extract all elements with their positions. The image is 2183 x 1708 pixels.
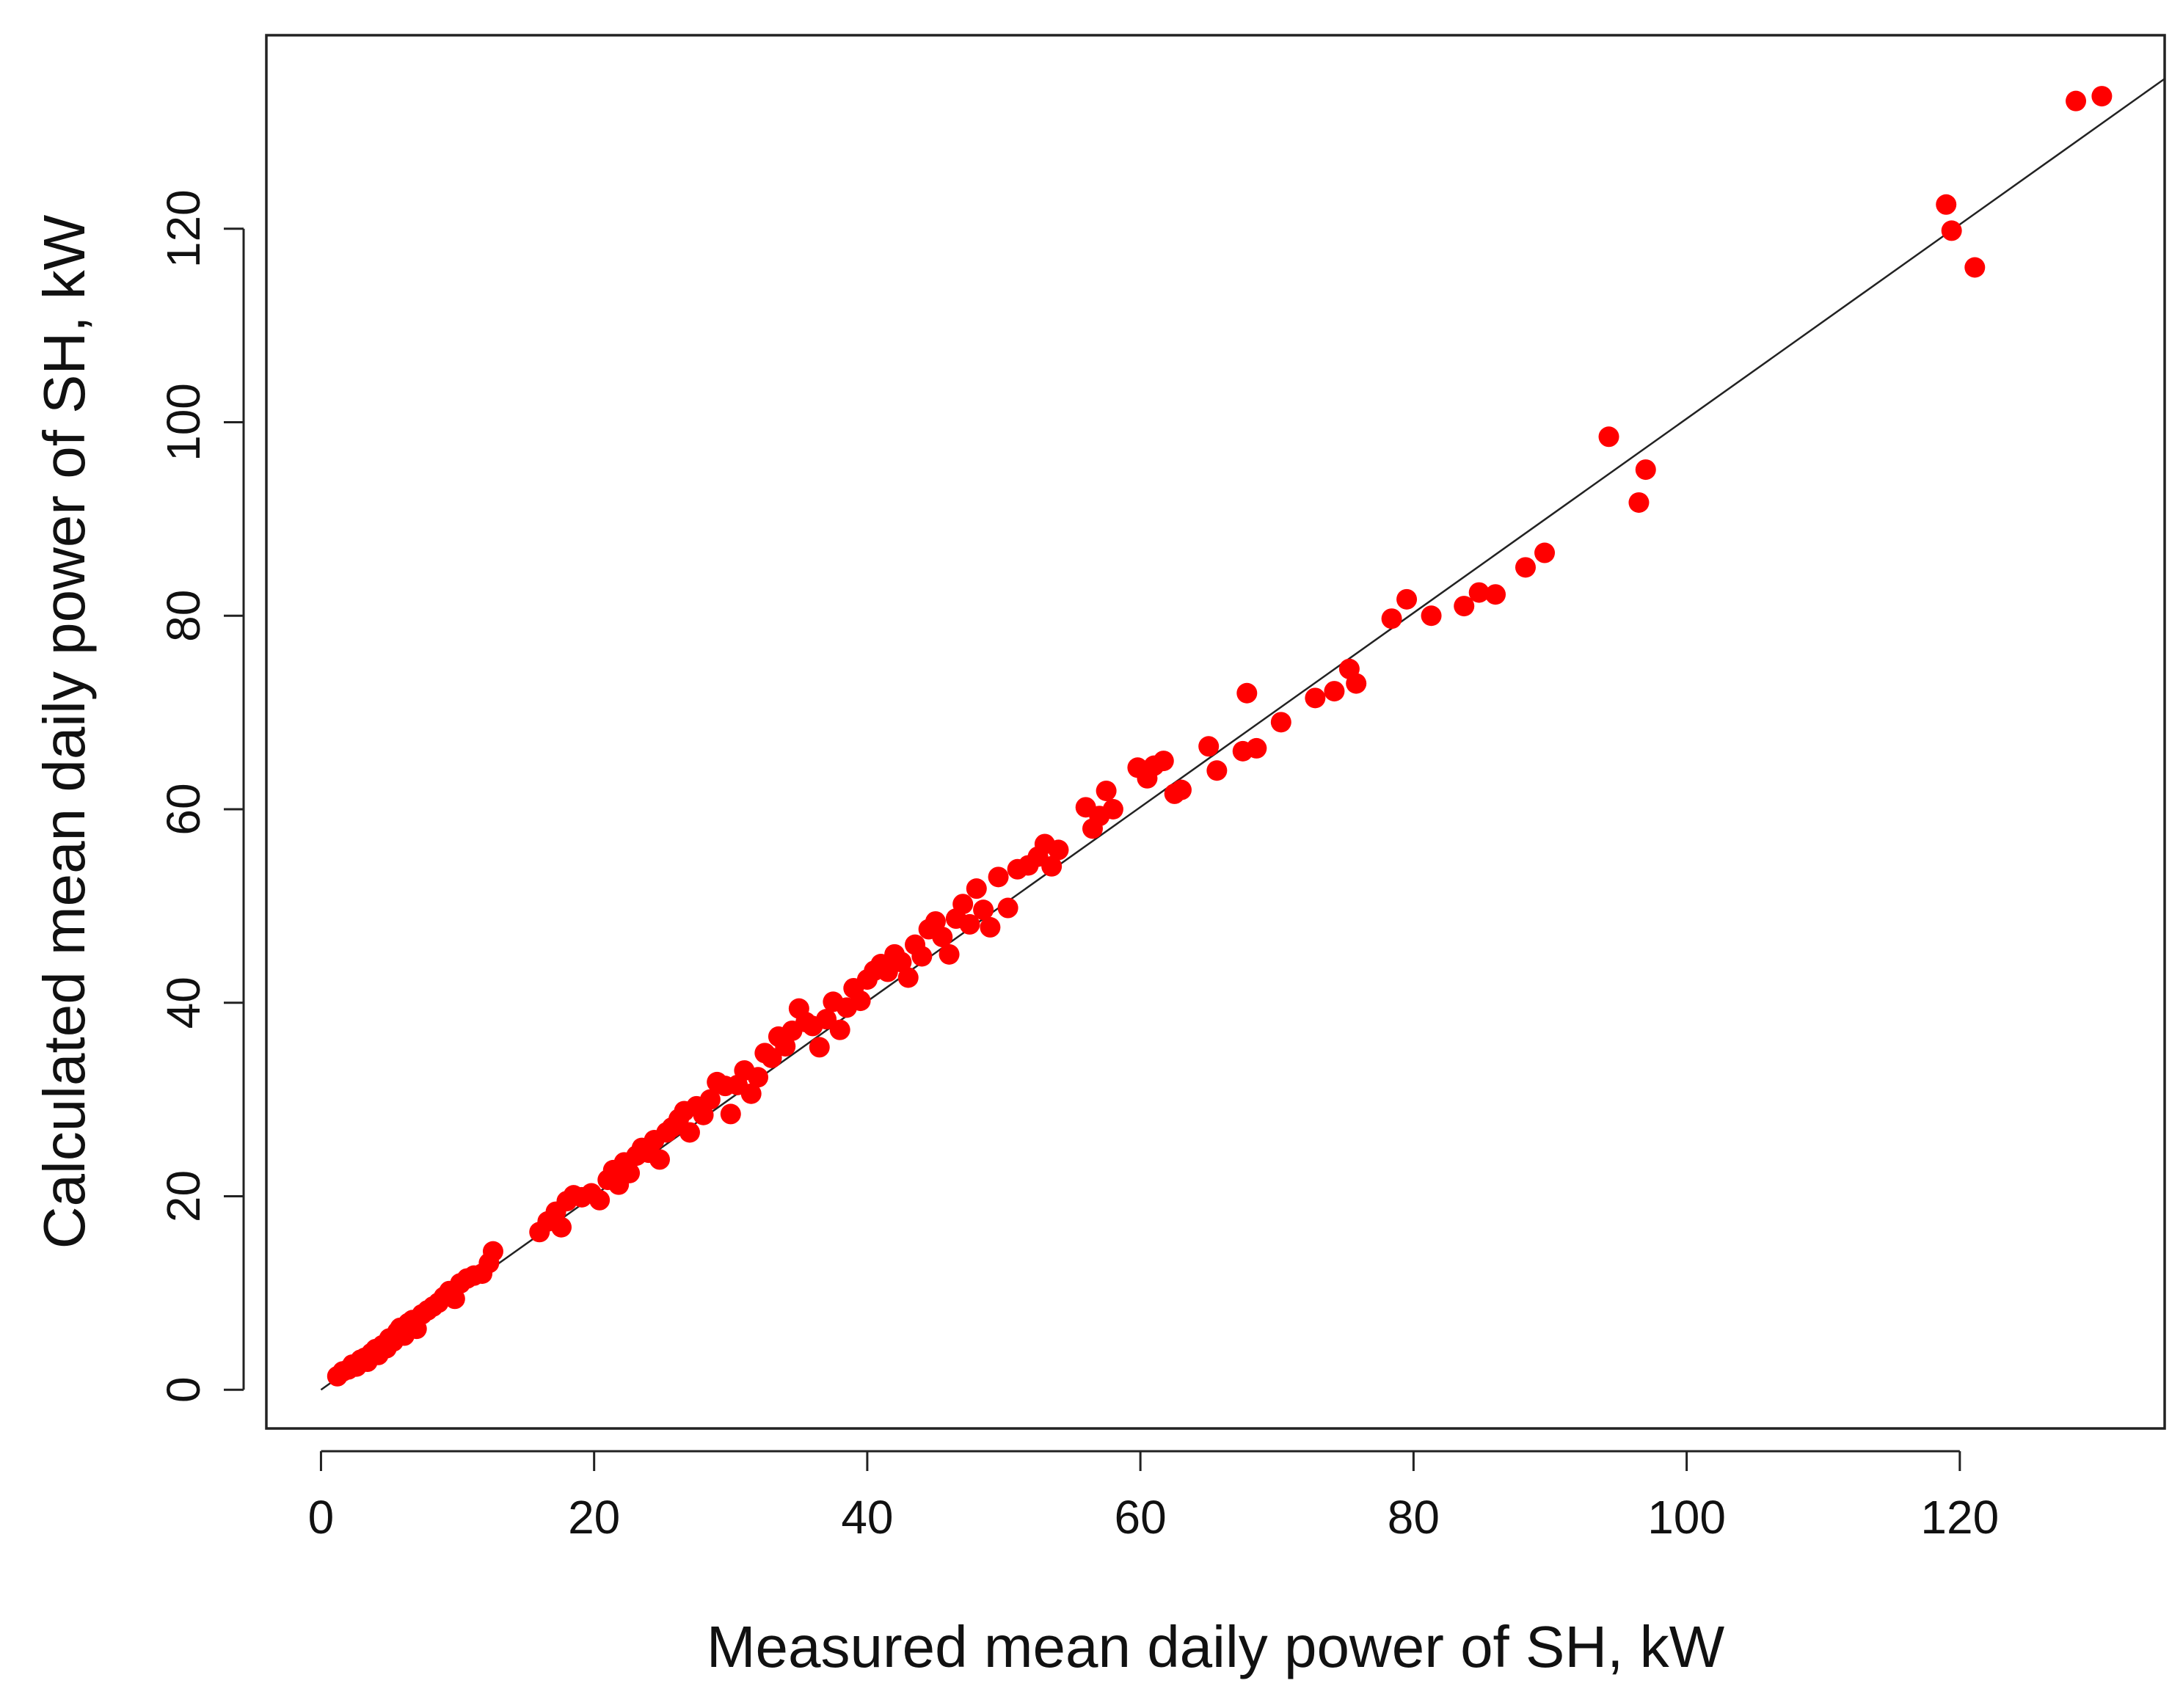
data-point [1941,220,1962,241]
data-point [1454,596,1475,617]
data-point [1485,584,1506,605]
data-point [2091,86,2113,107]
data-point [850,990,871,1012]
data-points-layer [327,86,2113,1387]
data-point [551,1216,572,1238]
plot-area-frame [265,34,2166,1430]
data-point [1421,605,1442,627]
data-point [1598,426,1619,448]
data-point [973,899,994,921]
data-point [891,952,912,973]
y-axis-label: Calculated mean daily power of SH, kW [32,214,97,1249]
data-point [444,1288,465,1310]
x-tick-label: 60 [1115,1491,1167,1544]
data-point [761,1047,782,1068]
data-point [775,1036,796,1057]
data-point [1324,681,1345,702]
data-point [1628,492,1650,513]
data-point [966,878,987,899]
x-tick-label: 0 [308,1491,335,1544]
data-point [720,1103,741,1125]
data-point [1346,673,1367,694]
data-point [952,894,974,915]
y-tick-label: 60 [157,783,210,835]
data-point [1468,582,1490,603]
data-point [1048,839,1069,861]
data-point [1936,194,1957,215]
data-point [925,910,946,932]
data-point [829,1019,850,1040]
data-point [997,897,1018,919]
data-point [1153,751,1174,772]
x-axis-label: Measured mean daily power of SH, kW [707,1614,1725,1679]
y-tick-label: 100 [157,383,210,461]
data-point [1515,557,1536,578]
y-tick-label: 80 [157,590,210,642]
data-point [1206,760,1228,781]
data-point [740,1083,762,1104]
x-axis: 0 20 40 60 80 100 120 [308,1450,1999,1544]
data-point [1635,459,1656,481]
data-point [1396,588,1418,610]
data-point [1534,542,1556,563]
data-point [932,927,953,948]
y-tick-label: 120 [157,189,210,268]
x-tick-label: 120 [1920,1491,1999,1544]
data-point [1102,799,1123,820]
data-point [1170,779,1192,800]
x-tick-label: 40 [841,1491,893,1544]
data-point [1236,682,1258,704]
x-tick-label: 20 [568,1491,620,1544]
data-point [619,1162,641,1183]
y-tick-label: 20 [157,1170,210,1222]
data-point [693,1104,714,1125]
data-point [1096,780,1117,801]
y-axis: 0 20 40 60 80 100 120 [157,189,245,1403]
data-point [959,913,980,935]
data-point [939,944,960,965]
data-point [482,1241,503,1262]
data-point [1270,712,1291,733]
data-point [1381,608,1402,629]
data-point [589,1189,611,1211]
data-point [748,1067,769,1088]
y-tick-label: 0 [157,1376,210,1403]
data-point [897,967,919,988]
data-point [679,1122,700,1143]
data-point [649,1149,671,1170]
data-point [1964,257,1986,278]
data-point [911,946,933,967]
data-point [809,1037,830,1058]
data-point [1041,855,1063,877]
data-point [980,916,1001,938]
data-point [2066,90,2087,112]
data-point [699,1089,721,1110]
x-tick-label: 80 [1388,1491,1440,1544]
data-point [1198,736,1220,757]
x-tick-label: 100 [1647,1491,1726,1544]
y-tick-label: 40 [157,977,210,1029]
data-point [1246,737,1267,759]
data-point [1305,687,1326,709]
data-point [988,866,1009,888]
